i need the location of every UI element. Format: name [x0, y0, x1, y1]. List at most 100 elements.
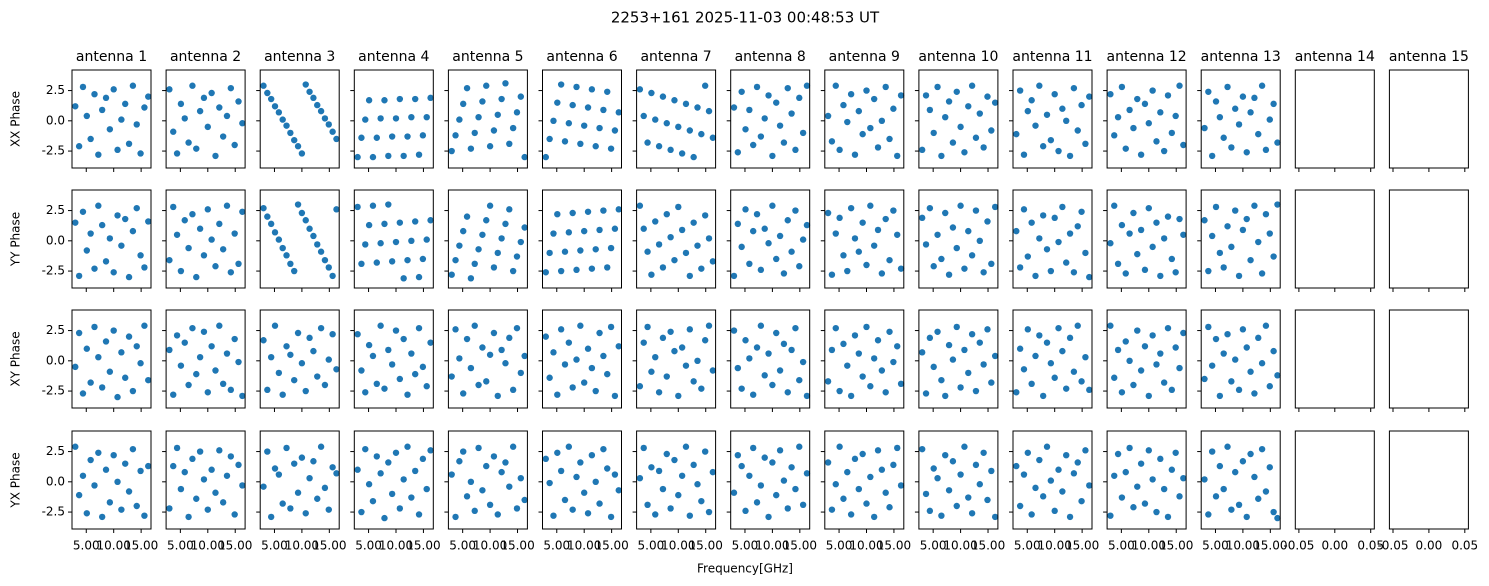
data-point	[803, 470, 811, 477]
data-point	[659, 264, 667, 271]
data-point	[423, 236, 430, 243]
panel-title: antenna 5	[452, 49, 523, 65]
data-point	[600, 106, 607, 114]
data-point	[467, 478, 475, 486]
data-point	[271, 103, 279, 110]
data-point	[475, 113, 482, 121]
data-point	[890, 358, 897, 366]
data-point	[730, 327, 738, 334]
data-point	[392, 327, 400, 334]
data-point	[569, 384, 576, 391]
data-point	[298, 209, 306, 217]
data-point	[75, 143, 83, 150]
panel-frame	[824, 189, 905, 289]
data-point	[1059, 203, 1066, 211]
data-point	[275, 369, 283, 377]
data-point	[968, 252, 976, 259]
data-point	[1070, 269, 1078, 276]
x-tick-label: 10.00	[567, 539, 601, 553]
data-point	[1051, 90, 1058, 98]
data-point	[828, 138, 836, 145]
data-point	[554, 99, 561, 106]
data-point	[1082, 249, 1089, 257]
data-point	[957, 202, 964, 209]
panel-frame	[730, 189, 811, 289]
data-point	[565, 339, 573, 346]
data-point	[832, 324, 839, 332]
data-point	[749, 444, 757, 452]
panel-title: antenna 4	[358, 49, 429, 65]
data-point	[863, 87, 870, 94]
data-point	[836, 214, 843, 222]
panel-frame	[1200, 309, 1281, 409]
data-point	[1220, 350, 1227, 357]
data-point	[874, 144, 882, 151]
data-point	[189, 455, 196, 463]
data-point	[851, 455, 859, 463]
data-point	[239, 120, 246, 127]
data-point	[1122, 270, 1129, 277]
data-point	[1055, 238, 1062, 246]
data-point	[965, 494, 972, 501]
data-point	[803, 221, 811, 229]
data-point	[141, 264, 148, 271]
x-tick-label: 10.00	[849, 539, 883, 553]
data-point	[314, 373, 321, 380]
data-point	[690, 153, 697, 161]
data-point	[358, 367, 365, 374]
data-point	[968, 510, 976, 517]
data-point	[1032, 484, 1039, 492]
data-point	[663, 450, 670, 458]
x-tick-label: 10.00	[285, 539, 319, 553]
panel-frame	[1294, 69, 1375, 169]
data-point	[840, 340, 847, 348]
data-point	[118, 349, 125, 356]
data-point	[1270, 100, 1277, 108]
data-point	[844, 118, 851, 126]
data-point	[746, 106, 753, 114]
data-point	[1028, 380, 1035, 388]
data-point	[513, 324, 521, 332]
data-point	[388, 258, 396, 265]
data-point	[784, 217, 791, 224]
x-tick-label: -0.05	[1377, 539, 1408, 553]
data-point	[1220, 485, 1227, 493]
data-point	[239, 208, 246, 215]
data-point	[991, 513, 999, 521]
data-point	[592, 246, 599, 253]
data-point	[1232, 207, 1239, 214]
x-tick-label: 10.00	[1132, 539, 1166, 553]
data-point	[83, 510, 91, 517]
data-point	[1066, 513, 1074, 521]
data-point	[867, 202, 874, 209]
data-point	[734, 220, 742, 228]
x-tick-label: 15.00	[594, 539, 628, 553]
data-point	[475, 444, 482, 452]
data-point	[302, 217, 309, 224]
y-tick-label: 2.5	[46, 323, 65, 337]
data-point	[799, 358, 807, 366]
data-point	[584, 208, 592, 215]
data-point	[460, 448, 467, 455]
data-point	[200, 94, 208, 102]
data-point	[709, 134, 717, 141]
data-point	[239, 392, 246, 400]
panel-frame	[918, 69, 999, 169]
panel-frame	[259, 69, 340, 169]
data-point	[701, 448, 709, 455]
data-point	[460, 100, 467, 108]
data-point	[965, 227, 972, 235]
data-point	[177, 362, 185, 369]
data-point	[803, 82, 811, 89]
panel-title: antenna 12	[1107, 49, 1187, 65]
data-point	[1232, 468, 1239, 476]
data-point	[325, 264, 332, 271]
data-point	[189, 210, 196, 218]
panel-frame	[1106, 69, 1187, 169]
data-point	[945, 341, 953, 349]
data-point	[463, 493, 471, 500]
panel-frame	[71, 309, 152, 409]
data-point	[584, 345, 592, 352]
data-point	[1118, 221, 1126, 229]
data-point	[1114, 260, 1122, 268]
